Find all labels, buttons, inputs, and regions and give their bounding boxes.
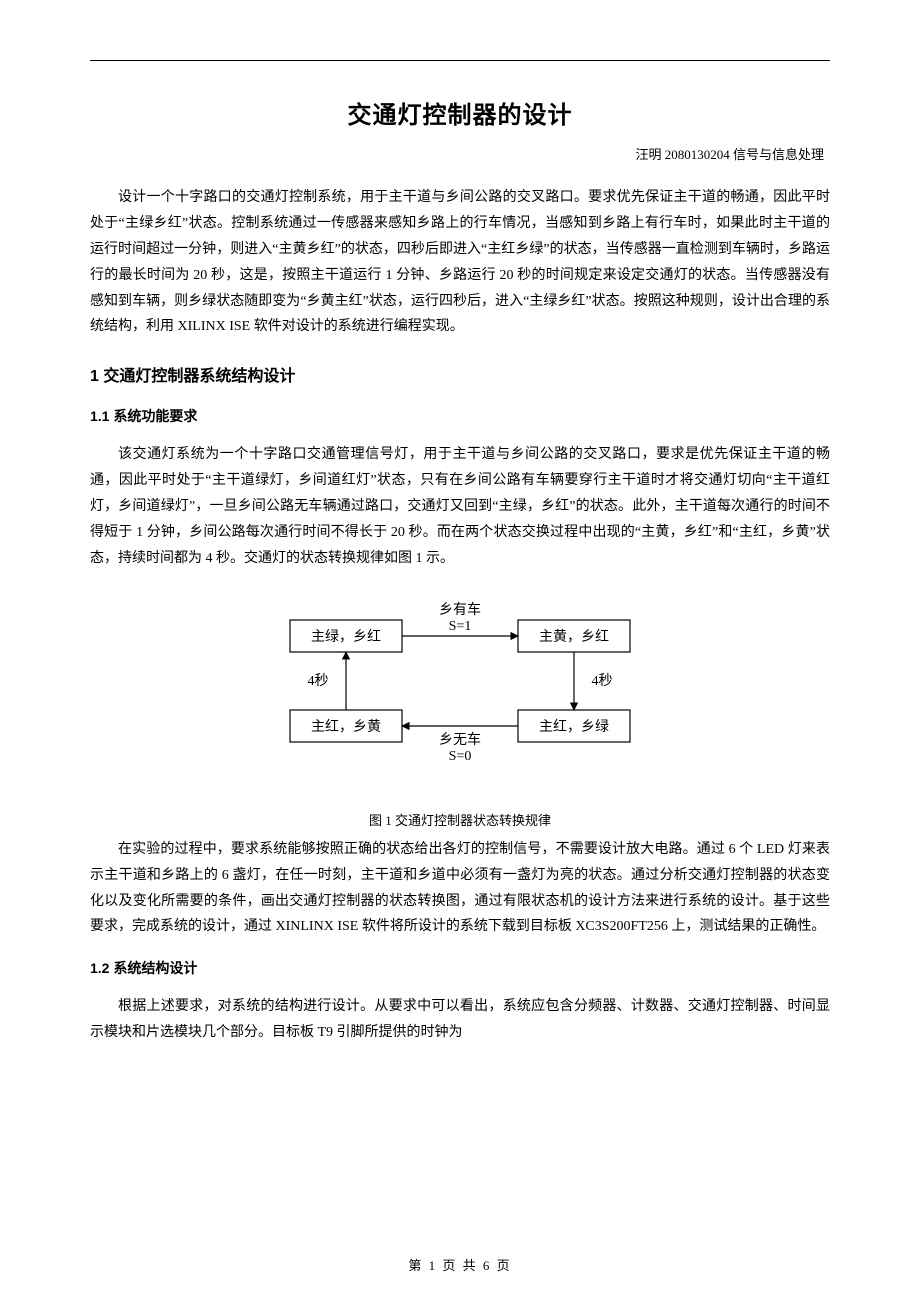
svg-text:乡有车: 乡有车 (439, 601, 481, 618)
page: 交通灯控制器的设计 汪明 2080130204 信号与信息处理 设计一个十字路口… (0, 0, 920, 1302)
svg-text:S=0: S=0 (449, 749, 472, 764)
paragraph-after-fig: 在实验的过程中，要求系统能够按照正确的状态给出各灯的控制信号，不需要设计放大电路… (90, 837, 830, 941)
page-title: 交通灯控制器的设计 (90, 95, 830, 130)
svg-text:4秒: 4秒 (592, 673, 613, 689)
svg-text:主红，乡黄: 主红，乡黄 (311, 718, 381, 735)
section-1-heading: 1 交通灯控制器系统结构设计 (90, 362, 830, 386)
state-diagram-svg: 主绿，乡红 主黄，乡红主红，乡黄 主红，乡绿 乡有车S=1 4秒乡无车S=0 4秒 (250, 590, 670, 800)
intro-paragraph: 设计一个十字路口的交通灯控制系统，用于主干道与乡间公路的交叉路口。要求优先保证主… (90, 185, 830, 340)
svg-text:主黄，乡红: 主黄，乡红 (539, 628, 609, 645)
paragraph-1-1-a: 该交通灯系统为一个十字路口交通管理信号灯，用于主干道与乡间公路的交叉路口，要求是… (90, 442, 830, 571)
svg-text:主绿，乡红: 主绿，乡红 (311, 629, 381, 645)
paragraph-1-2: 根据上述要求，对系统的结构进行设计。从要求中可以看出，系统应包含分频器、计数器、… (90, 994, 830, 1046)
author-line: 汪明 2080130204 信号与信息处理 (90, 144, 824, 163)
section-1-1-heading: 1.1 系统功能要求 (90, 406, 830, 426)
page-footer: 第 1 页 共 6 页 (0, 1255, 920, 1274)
svg-text:乡无车: 乡无车 (439, 731, 481, 748)
figure-1: 主绿，乡红 主黄，乡红主红，乡黄 主红，乡绿 乡有车S=1 4秒乡无车S=0 4秒 图 1… (90, 590, 830, 829)
figure-1-caption: 图 1 交通灯控制器状态转换规律 (369, 810, 551, 829)
svg-text:4秒: 4秒 (308, 673, 329, 689)
svg-text:S=1: S=1 (449, 619, 472, 634)
svg-text:主红，乡绿: 主红，乡绿 (539, 719, 609, 735)
top-rule (90, 60, 830, 61)
section-1-2-heading: 1.2 系统结构设计 (90, 958, 830, 978)
